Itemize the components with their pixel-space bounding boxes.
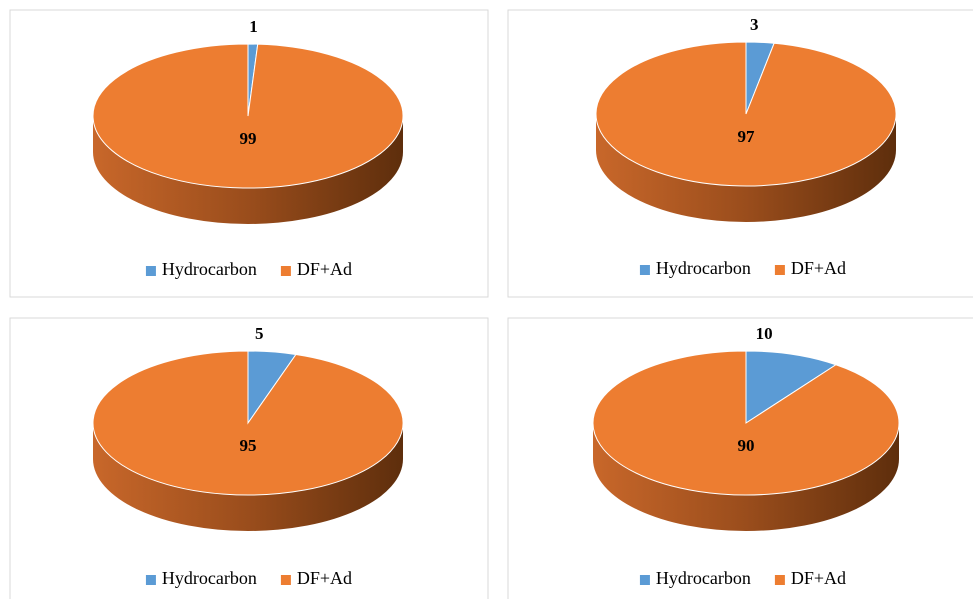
pie-side <box>93 423 403 531</box>
legend-swatch <box>639 265 650 275</box>
legend-swatch <box>280 575 291 585</box>
legend: Hydrocarbon DF+Ad <box>145 568 352 588</box>
pie-slice <box>595 41 897 187</box>
legend-label: Hydrocarbon <box>656 568 751 588</box>
data-label: 1 <box>249 17 258 36</box>
legend-swatch <box>774 265 785 275</box>
legend-label: Hydrocarbon <box>162 259 257 279</box>
data-label: 3 <box>750 15 759 34</box>
data-label: 95 <box>240 436 257 455</box>
pie-side <box>596 114 896 222</box>
legend-label: DF+Ad <box>297 259 352 279</box>
data-label: 90 <box>738 436 755 455</box>
legend-swatch <box>280 266 291 276</box>
legend: Hydrocarbon DF+Ad <box>639 258 846 278</box>
pie-slice <box>592 350 900 496</box>
data-label: 10 <box>756 324 773 343</box>
data-label: 99 <box>240 129 257 148</box>
legend-label: Hydrocarbon <box>656 258 751 278</box>
legend-swatch <box>145 575 156 585</box>
legend-label: DF+Ad <box>791 258 846 278</box>
pie-chart: 1 99 Hydrocarbon DF+Ad <box>9 9 489 298</box>
legend-swatch <box>639 575 650 585</box>
pie-chart: 5 95 Hydrocarbon DF+Ad <box>9 317 489 599</box>
legend-label: DF+Ad <box>297 568 352 588</box>
legend-swatch <box>774 575 785 585</box>
pie-chart: 10 90 Hydrocarbon DF+Ad <box>507 317 973 599</box>
data-label: 5 <box>255 324 264 343</box>
legend: Hydrocarbon DF+Ad <box>639 568 846 588</box>
pie-slice <box>92 43 404 189</box>
pie-side <box>593 423 899 531</box>
legend-label: Hydrocarbon <box>162 568 257 588</box>
pie-chart: 3 97 Hydrocarbon DF+Ad <box>507 9 973 298</box>
pie-slice <box>92 350 404 496</box>
pie-slice <box>745 350 838 424</box>
pie-side <box>93 116 403 224</box>
legend: Hydrocarbon DF+Ad <box>145 259 352 279</box>
data-label: 97 <box>738 127 756 146</box>
legend-label: DF+Ad <box>791 568 846 588</box>
legend-swatch <box>145 266 156 276</box>
